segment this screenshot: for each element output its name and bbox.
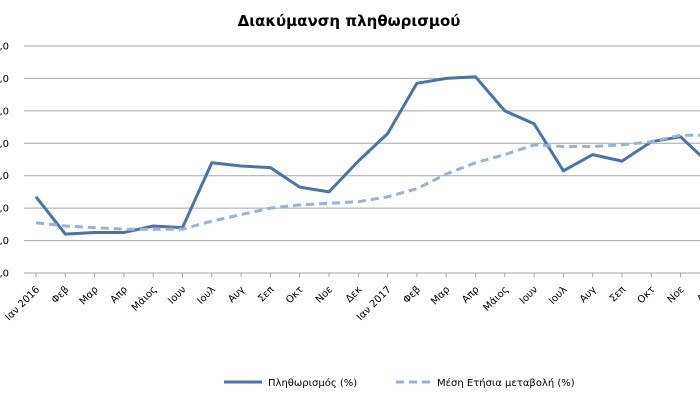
x-tick-label: Ιαν 2016 — [3, 284, 42, 323]
chart-title: Διακύμανση πληθωρισμού — [238, 12, 461, 30]
x-tick-label: Αυγ — [578, 284, 599, 305]
series-line-2 — [35, 133, 700, 231]
legend-label-2: Μέση Ετήσια μεταβολή (%) — [437, 377, 575, 389]
x-tick-label: Οκτ — [284, 284, 306, 306]
x-tick-label: Απρ — [460, 284, 481, 305]
x-tick-label: Ιουν — [518, 284, 541, 307]
y-tick-label: 0,0 — [0, 106, 9, 117]
x-tick-label: Ιουλ — [195, 284, 218, 307]
x-tick-label: Απρ — [109, 284, 130, 305]
x-tick-label: Νοε — [665, 284, 686, 305]
x-tick-label: Οκτ — [636, 284, 658, 306]
y-tick-label: 0,0 — [0, 269, 9, 280]
x-tick-label: Μάιος — [129, 284, 159, 314]
gridlines — [24, 45, 700, 274]
y-tick-label: 0,0 — [0, 171, 9, 182]
legend: Πληθωρισμός (%) Μέση Ετήσια μεταβολή (%) — [224, 377, 575, 389]
x-tick-label: Μαρ — [78, 284, 101, 307]
y-tick-label: 0,0 — [0, 139, 9, 150]
y-tick-label: 0,0 — [0, 236, 9, 247]
y-tick-label: 0,0 — [0, 74, 9, 85]
x-tick-label: Δεκ — [695, 284, 700, 305]
y-tick-label: 0,0 — [0, 204, 9, 215]
series-lines — [34, 75, 700, 236]
x-tick-label: Ιουλ — [547, 284, 570, 307]
x-tick-label: Σεπ — [256, 284, 276, 304]
x-tick-label: Μαρ — [429, 284, 452, 307]
y-axis-ticks: 0,0 0,0 0,0 0,0 0,0 0,0 0,0 0,0 — [0, 42, 9, 280]
x-axis-ticks: Ιαν 2016 Φεβ Μαρ Απρ Μάιος Ιουν Ιουλ Αυγ Σεπ Οκτ Ν… — [3, 273, 700, 323]
series-line-1 — [34, 75, 700, 236]
x-tick-label: Φεβ — [50, 284, 72, 306]
x-tick-label: Δεκ — [344, 284, 365, 305]
x-tick-label: Νοε — [314, 284, 335, 305]
x-tick-label: Αυγ — [226, 284, 247, 305]
x-tick-label: Φεβ — [401, 284, 423, 306]
y-tick-label: 0,0 — [0, 42, 9, 53]
x-tick-label: Μάιος — [481, 284, 511, 314]
legend-label-1: Πληθωρισμός (%) — [268, 377, 357, 389]
x-tick-label: Ιουν — [166, 284, 189, 307]
x-tick-label: Σεπ — [608, 284, 628, 304]
